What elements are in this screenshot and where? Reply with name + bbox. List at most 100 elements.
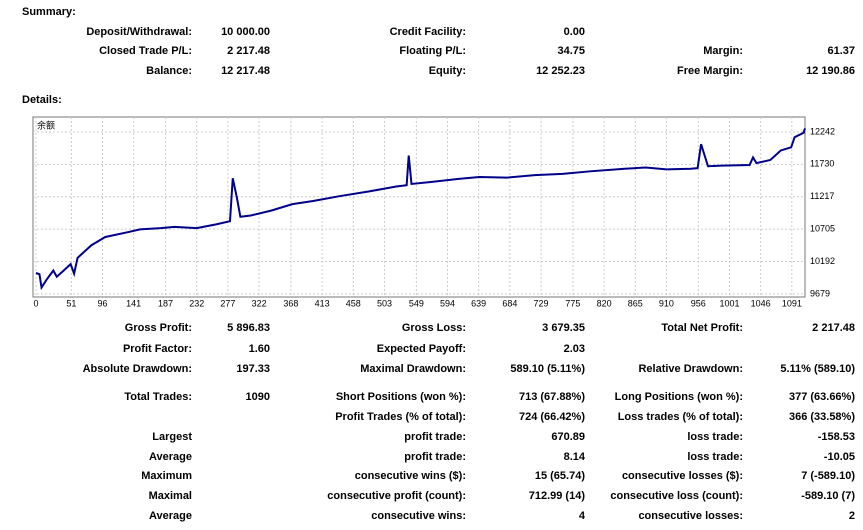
- label: loss trade:: [687, 431, 743, 443]
- value: 0.00: [563, 26, 585, 38]
- label: Average: [148, 510, 192, 522]
- details-title: Details:: [22, 94, 62, 106]
- label: Short Positions (won %):: [335, 391, 466, 403]
- label: consecutive loss (count):: [610, 490, 743, 502]
- x-tick-label: 413: [315, 298, 330, 308]
- y-tick-label: 11217: [810, 191, 834, 201]
- label: Balance:: [146, 65, 192, 77]
- label: Maximal Drawdown:: [360, 363, 466, 375]
- label: Margin:: [703, 45, 743, 57]
- label: Long Positions (won %):: [614, 391, 743, 403]
- value: 712.99 (14): [528, 490, 585, 502]
- value: 12 252.23: [536, 65, 585, 77]
- value: 5.11% (589.10): [780, 363, 855, 375]
- x-tick-label: 1091: [782, 298, 802, 308]
- value: 2.03: [563, 343, 585, 355]
- label: Profit Trades (% of total):: [335, 411, 466, 423]
- label: Floating P/L:: [399, 45, 466, 57]
- label: Gross Loss:: [401, 322, 466, 334]
- value: 2 217.48: [812, 322, 855, 334]
- value: 377 (63.66%): [788, 391, 855, 403]
- value: 12 217.48: [221, 65, 270, 77]
- chart-label: 余额: [37, 119, 55, 130]
- value: -589.10 (7): [801, 490, 855, 502]
- y-tick-label: 9679: [810, 288, 830, 298]
- x-tick-label: 458: [346, 298, 361, 308]
- value: 1.60: [248, 343, 270, 355]
- value: 724 (66.42%): [518, 411, 585, 423]
- y-tick-label: 10192: [810, 256, 835, 266]
- x-tick-label: 1001: [719, 298, 739, 308]
- x-tick-label: 639: [471, 298, 486, 308]
- value: 2 217.48: [227, 45, 270, 57]
- label: Maximum: [141, 470, 192, 482]
- value: 3 679.35: [542, 322, 585, 334]
- x-tick-label: 956: [691, 298, 706, 308]
- label: Relative Drawdown:: [638, 363, 743, 375]
- label: Average: [148, 451, 192, 463]
- y-tick-label: 11730: [810, 159, 834, 169]
- label: Largest: [152, 431, 192, 443]
- value: 61.37: [827, 45, 855, 57]
- value: -10.05: [823, 451, 855, 463]
- label: Maximal: [148, 490, 192, 502]
- y-tick-label: 10705: [810, 223, 835, 233]
- x-tick-label: 820: [597, 298, 612, 308]
- label: consecutive wins:: [371, 510, 466, 522]
- x-tick-label: 775: [565, 298, 580, 308]
- value: 713 (67.88%): [518, 391, 585, 403]
- label: consecutive profit (count):: [327, 490, 466, 502]
- x-tick-label: 51: [66, 298, 76, 308]
- x-tick-label: 187: [158, 298, 173, 308]
- x-tick-label: 232: [189, 298, 204, 308]
- label: consecutive losses:: [638, 510, 743, 522]
- value: 12 190.86: [806, 65, 855, 77]
- label: Profit Factor:: [122, 343, 192, 355]
- x-tick-label: 865: [628, 298, 643, 308]
- value: 366 (33.58%): [788, 411, 855, 423]
- label: profit trade:: [404, 451, 466, 463]
- label: Closed Trade P/L:: [99, 45, 192, 57]
- value: 2: [848, 510, 855, 522]
- value: 7 (-589.10): [801, 470, 855, 482]
- label: Expected Payoff:: [376, 343, 466, 355]
- x-tick-label: 684: [502, 298, 517, 308]
- x-tick-label: 96: [98, 298, 108, 308]
- value: 197.33: [236, 363, 270, 375]
- balance-line: [35, 128, 806, 291]
- balance-chart: 余额 9679 10192 10705 11217 11730 12242 0 51 96 141…: [32, 116, 835, 308]
- label: Deposit/Withdrawal:: [86, 26, 192, 38]
- x-tick-label: 0: [33, 298, 38, 308]
- x-tick-label: 503: [377, 298, 392, 308]
- label: profit trade:: [404, 431, 466, 443]
- label: Equity:: [428, 65, 466, 77]
- label: Absolute Drawdown:: [82, 363, 192, 375]
- plot-frame: [32, 116, 806, 298]
- value: -158.53: [817, 431, 855, 443]
- label: Loss trades (% of total):: [617, 411, 743, 423]
- value: 589.10 (5.11%): [510, 363, 585, 375]
- value: 4: [578, 510, 585, 522]
- value: 1090: [245, 391, 270, 403]
- value: 670.89: [551, 431, 585, 443]
- value: 8.14: [563, 451, 585, 463]
- x-tick-label: 368: [283, 298, 298, 308]
- summary-title: Summary:: [22, 6, 76, 18]
- x-tick-label: 277: [220, 298, 235, 308]
- x-tick-label: 141: [126, 298, 141, 308]
- x-tick-label: 549: [409, 298, 424, 308]
- value: 10 000.00: [221, 26, 270, 38]
- value: 34.75: [557, 45, 585, 57]
- label: Gross Profit:: [124, 322, 192, 334]
- y-tick-label: 12242: [810, 126, 835, 136]
- label: Total Net Profit:: [661, 322, 743, 334]
- label: loss trade:: [687, 451, 743, 463]
- x-tick-label: 594: [440, 298, 455, 308]
- x-tick-label: 729: [534, 298, 549, 308]
- x-tick-label: 910: [659, 298, 674, 308]
- value: 15 (65.74): [534, 470, 585, 482]
- x-tick-label: 322: [252, 298, 267, 308]
- label: Total Trades:: [124, 391, 192, 403]
- label: Free Margin:: [676, 65, 743, 77]
